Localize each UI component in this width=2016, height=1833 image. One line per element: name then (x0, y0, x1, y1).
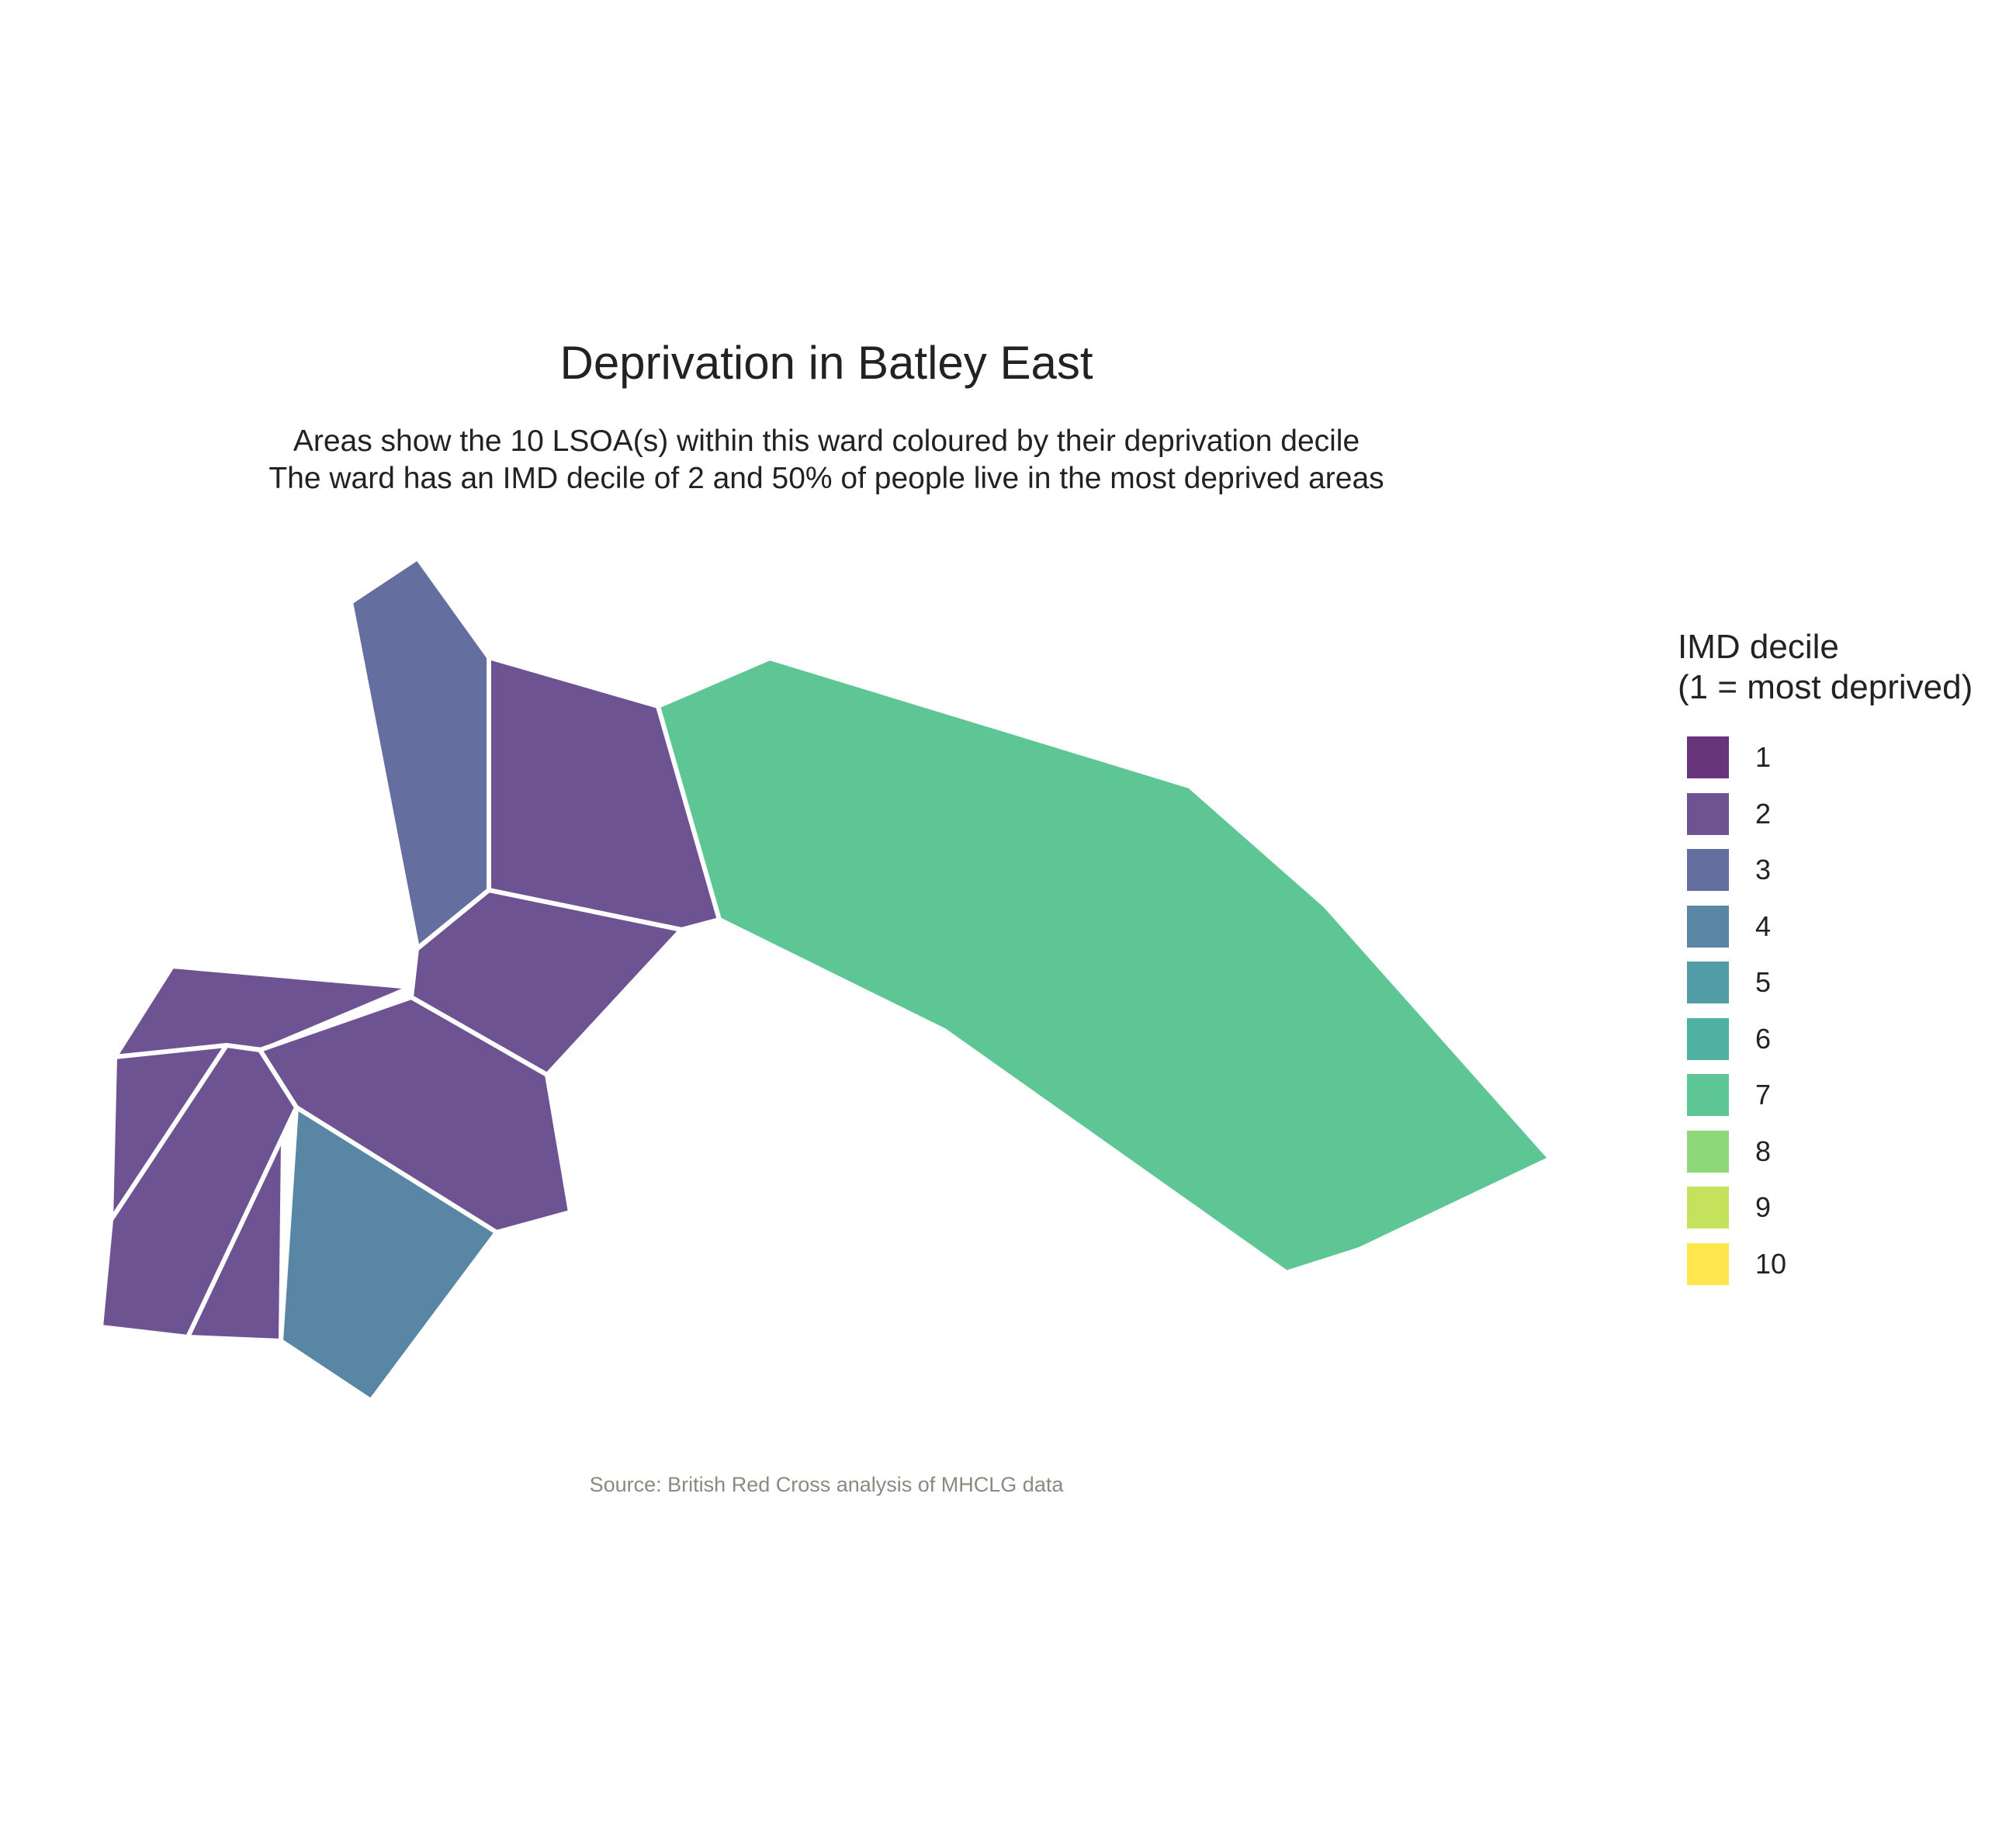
legend-title-line-1: IMD decile (1678, 628, 1839, 666)
area-south (279, 1105, 499, 1403)
legend-item: 9 (1678, 1180, 1973, 1236)
subtitle-line-1: Areas show the 10 LSOA(s) within this wa… (293, 424, 1360, 458)
map-title: Deprivation in Batley East (559, 337, 1093, 389)
legend-item: 4 (1678, 899, 1973, 955)
map-subtitle: Areas show the 10 LSOA(s) within this wa… (0, 423, 1653, 497)
legend-label: 4 (1755, 910, 1772, 942)
legend-label: 2 (1755, 797, 1772, 830)
legend-title: IMD decile (1 = most deprived) (1678, 627, 1973, 708)
legend-item: 5 (1678, 955, 1973, 1011)
legend-key (1687, 1074, 1729, 1117)
legend-label: 1 (1755, 741, 1772, 774)
legend-key (1687, 792, 1729, 835)
legend-label: 7 (1755, 1079, 1772, 1111)
legend-items: 1 2 3 4 5 6 7 8 9 10 (1678, 729, 1973, 1292)
legend-item: 7 (1678, 1067, 1973, 1124)
legend-label: 10 (1755, 1247, 1787, 1280)
source-caption: Source: British Red Cross analysis of MH… (589, 1473, 1064, 1496)
legend-item: 1 (1678, 729, 1973, 786)
legend-key (1687, 849, 1729, 892)
legend-item: 8 (1678, 1124, 1973, 1180)
legend-label: 6 (1755, 1022, 1772, 1055)
legend-item: 10 (1678, 1236, 1973, 1293)
subtitle-line-2: The ward has an IMD decile of 2 and 50% … (268, 462, 1384, 495)
lsoa-areas (99, 556, 1553, 1403)
legend-key (1687, 1130, 1729, 1173)
legend-label: 9 (1755, 1191, 1772, 1224)
legend: IMD decile (1 = most deprived) 1 2 3 4 5 6 7 8 9… (1678, 627, 1973, 1292)
legend-key (1687, 905, 1729, 948)
legend-key (1687, 1017, 1729, 1060)
ward-map (99, 556, 1553, 1403)
area-east (656, 656, 1553, 1275)
legend-label: 8 (1755, 1135, 1772, 1167)
legend-label: 5 (1755, 966, 1772, 999)
legend-key (1687, 1242, 1729, 1285)
legend-item: 3 (1678, 842, 1973, 899)
legend-item: 6 (1678, 1011, 1973, 1068)
legend-key (1687, 962, 1729, 1004)
legend-key (1687, 736, 1729, 779)
legend-label: 3 (1755, 854, 1772, 886)
legend-key (1687, 1187, 1729, 1229)
legend-title-line-2: (1 = most deprived) (1678, 668, 1973, 706)
legend-item: 2 (1678, 786, 1973, 843)
area-north (348, 556, 491, 951)
